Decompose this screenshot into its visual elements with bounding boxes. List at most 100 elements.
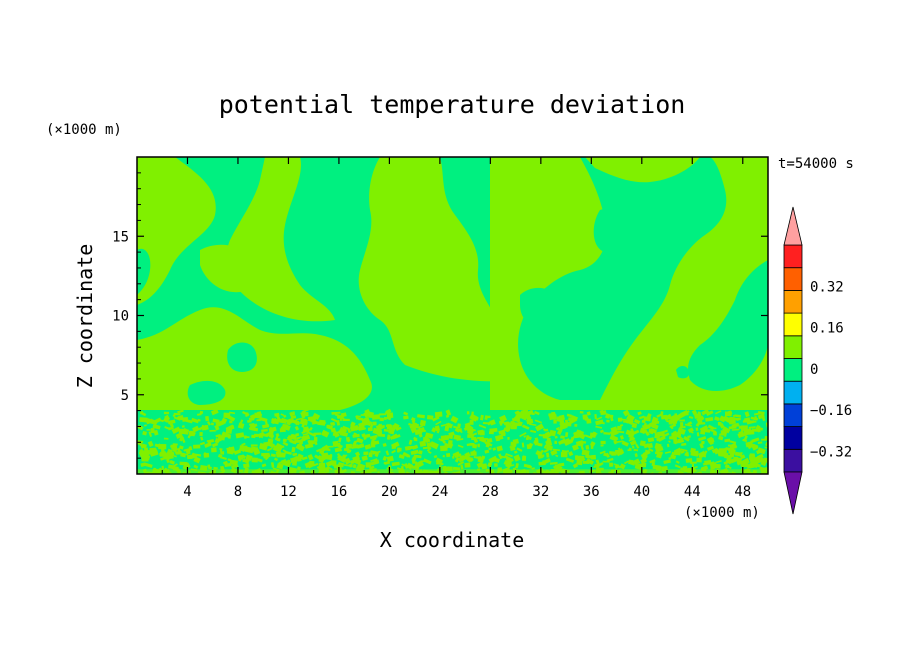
turbulence-cell: [748, 462, 756, 469]
turbulence-cell: [369, 423, 374, 430]
turbulence-cell: [477, 429, 484, 435]
x-tick-label: 28: [482, 484, 499, 500]
turbulence-cell: [158, 444, 167, 450]
colorbar-label: 0.32: [810, 279, 844, 295]
turbulence-cell: [473, 437, 479, 443]
turbulence-cell: [457, 423, 461, 429]
turbulence-cell: [342, 425, 350, 431]
turbulence-cell: [364, 444, 372, 450]
turbulence-cell: [398, 454, 405, 460]
turbulence-cell: [164, 426, 171, 431]
turbulence-cell: [397, 447, 400, 453]
turbulence-cell: [442, 454, 446, 458]
turbulence-cell: [383, 416, 387, 421]
turbulence-cell: [278, 418, 287, 424]
turbulence-cell: [670, 415, 680, 423]
turbulence-cell: [261, 463, 267, 468]
turbulence-cell: [227, 434, 232, 439]
turbulence-cell: [243, 463, 250, 469]
turbulence-cell: [182, 429, 189, 435]
turbulence-cell: [573, 430, 582, 437]
turbulence-cell: [382, 455, 388, 461]
turbulence-cell: [550, 430, 555, 436]
turbulence-cell: [757, 413, 765, 420]
turbulence-cell: [479, 414, 484, 421]
turbulence-cell: [484, 415, 489, 420]
turbulence-cell: [276, 462, 284, 470]
turbulence-cell: [656, 412, 664, 418]
turbulence-cell: [201, 424, 209, 431]
turbulence-cell: [219, 447, 223, 451]
x-tick-label: 36: [583, 484, 600, 500]
turbulence-cell: [494, 463, 498, 467]
turbulence-cell: [434, 425, 441, 432]
turbulence-cell: [157, 418, 164, 423]
turbulence-cell: [370, 458, 378, 463]
turbulence-cell: [727, 410, 733, 415]
colorbar-segment: [783, 403, 803, 427]
turbulence-cell: [542, 458, 551, 465]
x-tick-label: 4: [183, 484, 191, 500]
turbulence-cell: [150, 427, 155, 434]
y-axis-title: Z coordinate: [73, 244, 97, 389]
turbulence-cell: [540, 449, 544, 454]
turbulence-cell: [239, 445, 248, 452]
turbulence-cell: [749, 454, 755, 460]
turbulence-cell: [249, 424, 256, 431]
turbulence-cell: [204, 442, 212, 449]
turbulence-cell: [640, 453, 647, 460]
turbulence-cell: [727, 448, 731, 452]
turbulence-cell: [672, 422, 677, 427]
turbulence-cell: [413, 454, 422, 459]
turbulence-cell: [521, 442, 525, 448]
turbulence-cell: [257, 434, 264, 439]
turbulence-cell: [270, 453, 276, 458]
turbulence-cell: [176, 447, 182, 454]
turbulence-cell: [219, 456, 227, 461]
turbulence-cell: [404, 445, 411, 451]
turbulence-cell: [221, 431, 231, 438]
turbulence-cell: [674, 464, 681, 469]
turbulence-cell: [391, 461, 400, 467]
turbulence-cell: [742, 419, 751, 423]
colorbar-max-extension: [783, 206, 803, 246]
turbulence-cell: [526, 416, 532, 422]
turbulence-cell: [301, 423, 306, 428]
turbulence-cell: [352, 457, 357, 463]
turbulence-cell: [275, 442, 284, 450]
turbulence-cell: [291, 446, 296, 453]
colorbar-segment: [783, 289, 803, 314]
turbulence-cell: [417, 424, 424, 429]
turbulence-cell: [364, 433, 371, 439]
turbulence-cell: [731, 424, 740, 427]
turbulence-cell: [337, 458, 340, 461]
turbulence-cell: [468, 458, 474, 463]
turbulence-cell: [503, 421, 510, 426]
turbulence-cell: [613, 440, 618, 445]
x-tick-label: 12: [280, 484, 297, 500]
turbulence-cell: [617, 417, 623, 422]
turbulence-cell: [325, 454, 333, 461]
turbulence-cell: [352, 463, 357, 469]
turbulence-cell: [206, 440, 213, 443]
turbulence-cell: [609, 451, 616, 455]
turbulence-cell: [748, 426, 756, 429]
turbulence-cell: [531, 467, 535, 470]
turbulence-cell: [171, 426, 181, 434]
turbulence-cell: [330, 427, 337, 433]
turbulence-cell: [703, 450, 708, 456]
turbulence-cell: [677, 437, 685, 444]
turbulence-cell: [499, 414, 507, 423]
x-tick-label: 44: [684, 484, 701, 500]
turbulence-cell: [543, 448, 549, 453]
turbulence-cell: [702, 454, 707, 458]
turbulence-cell: [714, 416, 720, 422]
turbulence-cell: [523, 435, 527, 438]
turbulence-cell: [679, 419, 685, 422]
y-unit-label: (×1000 m): [46, 122, 122, 138]
turbulence-cell: [523, 463, 531, 469]
turbulence-cell: [406, 454, 411, 458]
turbulence-cell: [510, 464, 515, 467]
turbulence-cell: [484, 441, 488, 445]
turbulence-cell: [466, 443, 471, 447]
